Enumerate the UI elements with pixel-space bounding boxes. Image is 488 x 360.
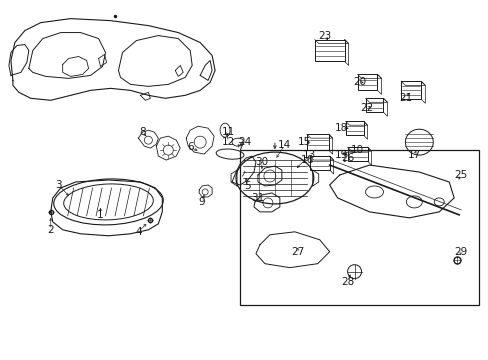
- Text: 17: 17: [407, 150, 420, 160]
- Bar: [306, 134, 328, 150]
- Text: 25: 25: [454, 170, 467, 180]
- Text: 20: 20: [352, 77, 366, 87]
- Text: 18: 18: [334, 123, 347, 133]
- Text: 10: 10: [350, 145, 364, 155]
- Text: 11: 11: [221, 127, 234, 137]
- Text: 27: 27: [290, 247, 304, 257]
- Text: 31: 31: [251, 193, 264, 203]
- Text: 24: 24: [238, 137, 251, 147]
- Text: 13: 13: [303, 150, 316, 160]
- Text: 23: 23: [317, 31, 331, 41]
- Text: 4: 4: [135, 227, 142, 237]
- Text: 15: 15: [298, 137, 311, 147]
- Text: 12: 12: [221, 137, 234, 147]
- Bar: [347, 147, 367, 161]
- Text: 16: 16: [301, 155, 314, 165]
- Text: 29: 29: [454, 247, 467, 257]
- Bar: [309, 156, 329, 170]
- Text: 2: 2: [47, 225, 54, 235]
- Text: 6: 6: [186, 142, 193, 152]
- Bar: [365, 98, 383, 112]
- Bar: [401, 81, 421, 99]
- Text: 30: 30: [255, 157, 268, 167]
- Bar: [357, 75, 377, 90]
- Text: 8: 8: [139, 127, 145, 137]
- Text: 5: 5: [244, 181, 251, 191]
- Text: 21: 21: [398, 93, 411, 103]
- Text: 7: 7: [236, 142, 243, 152]
- Bar: [314, 40, 344, 62]
- Text: 9: 9: [199, 197, 205, 207]
- Bar: [240, 150, 478, 305]
- Bar: [345, 121, 363, 135]
- Text: 1: 1: [97, 210, 103, 220]
- Text: 14: 14: [278, 140, 291, 150]
- Text: 22: 22: [359, 103, 372, 113]
- Text: 19: 19: [334, 150, 347, 160]
- Text: 3: 3: [55, 180, 62, 190]
- Text: 26: 26: [340, 153, 353, 163]
- Text: 28: 28: [340, 276, 353, 287]
